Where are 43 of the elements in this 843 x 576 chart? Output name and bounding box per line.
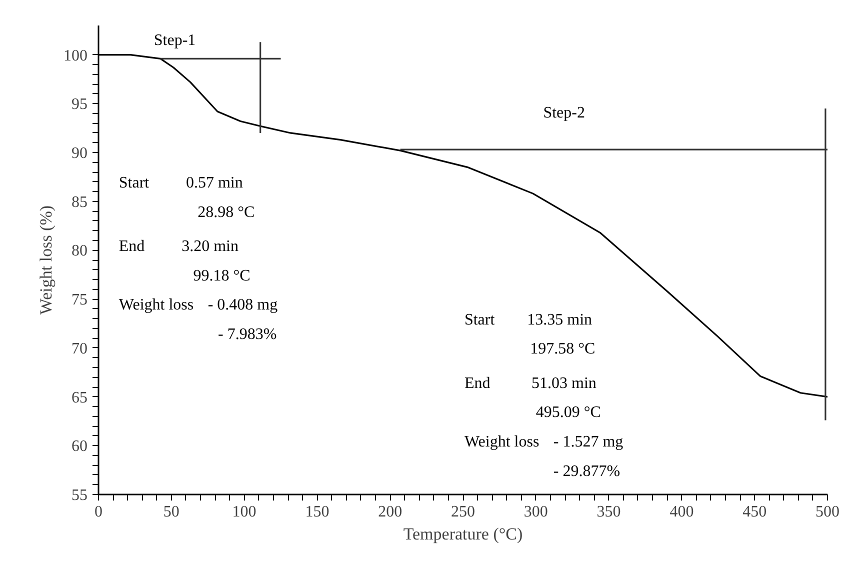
annotation: 28.98 °C [198,204,255,221]
annotation: - 1.527 mg [553,434,624,451]
annotation: Step-2 [543,104,585,122]
y-tick-label: 75 [72,292,88,309]
y-tick-label: 95 [72,96,88,114]
annotation: - 7.983% [218,326,277,344]
annotation: Start [118,174,150,192]
x-tick-label: 150 [305,504,330,520]
y-tick-label: 60 [72,438,88,456]
y-axis-title: Weight loss (%) [36,205,56,315]
y-tick-label: 90 [72,145,88,162]
annotation: 99.18 °C [193,267,250,284]
y-tick-label: 70 [72,340,88,358]
annotation: Weight loss [464,434,540,451]
y-tick-label: 65 [72,389,88,406]
annotation: 51.03 min [532,374,596,392]
annotation: 197.58 °C [530,340,596,358]
annotation: 0.57 min [186,174,243,192]
x-tick-label: 100 [232,504,256,520]
y-tick-label: 100 [64,47,88,64]
annotation: 495.09 °C [536,404,601,422]
y-tick-label: 80 [72,242,88,260]
annotation: End [464,374,490,392]
annotation: - 0.408 mg [208,296,278,314]
x-tick-label: 400 [670,504,694,520]
x-tick-label: 450 [742,504,767,520]
annotation: - 29.877% [553,462,620,480]
annotation: 13.35 min [527,311,592,328]
annotation: Start [464,311,496,328]
x-tick-label: 350 [596,504,621,520]
annotation: 3.20 min [182,238,238,256]
x-axis-title: Temperature (°C) [403,524,523,544]
y-tick-label: 55 [72,487,88,504]
annotation: Step-1 [154,32,196,49]
x-tick-label: 0 [94,504,102,520]
y-tick-label: 85 [72,194,88,211]
annotation: Weight loss [118,296,194,314]
x-tick-label: 250 [451,504,475,520]
x-tick-label: 500 [816,504,840,520]
annotation: End [118,238,145,256]
x-tick-label: 200 [378,504,402,520]
x-tick-label: 300 [524,504,548,520]
x-tick-label: 50 [163,504,180,520]
